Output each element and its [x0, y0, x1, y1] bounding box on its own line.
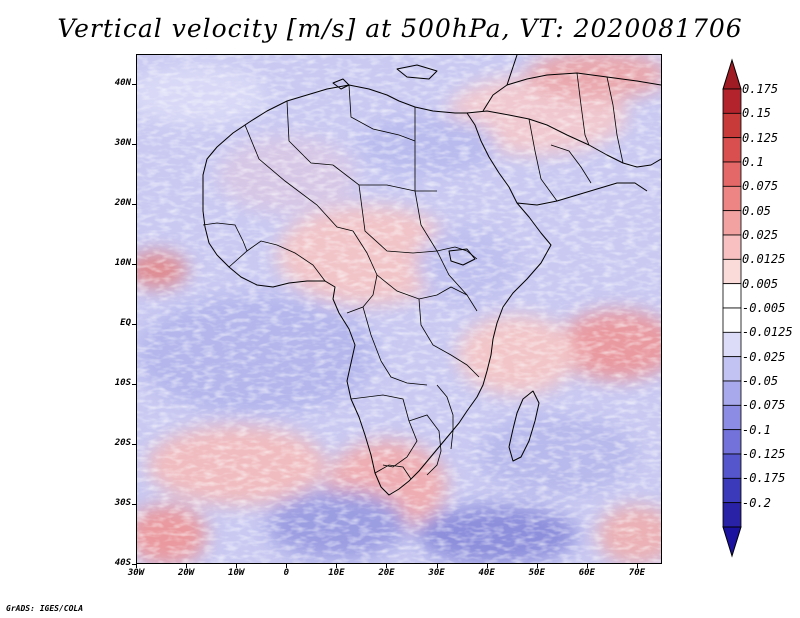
lat-tick-label: 10S: [114, 378, 131, 388]
colorbar-level-label: 0.175: [742, 82, 779, 96]
colorbar-swatch: [722, 429, 742, 455]
colorbar-swatch: [722, 380, 742, 406]
lat-tick-mark: [132, 504, 136, 505]
lon-tick-label: 30W: [127, 568, 145, 578]
lat-tick-label: 20N: [114, 198, 131, 208]
colorbar-swatch: [722, 283, 742, 309]
lon-tick-label: 30E: [428, 568, 445, 578]
lon-tick-label: 70E: [628, 568, 646, 578]
lon-tick-mark: [236, 564, 238, 568]
colorbar-swatch: [722, 404, 742, 431]
lon-tick-mark: [136, 564, 137, 568]
lat-tick-mark: [132, 564, 136, 565]
colorbar-level-label: -0.05: [742, 374, 779, 388]
map-panel: [136, 54, 662, 564]
colorbar-level-label: 0.05: [742, 203, 771, 218]
colorbar-swatch: [722, 88, 742, 114]
colorbar-level-label: -0.1: [742, 422, 771, 437]
lon-tick-mark: [486, 564, 488, 568]
colorbar-level-label: -0.175: [742, 471, 786, 486]
lat-tick-mark: [132, 84, 136, 85]
lat-tick-mark: [132, 264, 136, 265]
colorbar-swatch: [722, 307, 742, 333]
lon-tick-mark: [386, 564, 388, 568]
colorbar-level-label: -0.0125: [742, 325, 793, 340]
colorbar-level-label: 0.025: [742, 228, 779, 242]
colorbar-level-label: -0.2: [742, 495, 771, 510]
colorbar-level-label: 0.125: [742, 130, 779, 145]
colorbar-level-label: -0.075: [742, 398, 786, 413]
lon-tick-label: 10E: [328, 568, 345, 578]
lat-tick-mark: [132, 444, 136, 445]
colorbar-level-label: 0.1: [742, 155, 764, 169]
lon-tick-mark: [636, 564, 638, 568]
lat-tick-label: 30S: [114, 498, 131, 508]
lat-tick-label: 10N: [114, 258, 131, 268]
credit-label: GrADS: IGES/COLA: [6, 604, 84, 613]
lat-tick-mark: [132, 204, 136, 205]
colorbar-level-label: -0.125: [742, 447, 786, 461]
colorbar-swatch: [722, 258, 742, 285]
lat-tick-mark: [132, 324, 136, 325]
colorbar-level-label: -0.025: [742, 349, 786, 364]
lat-tick-mark: [132, 384, 136, 385]
lat-tick-label: 40S: [114, 558, 131, 568]
colorbar-swatch: [722, 502, 742, 528]
lon-tick-mark: [186, 564, 188, 568]
lon-tick-label: 60E: [578, 568, 595, 578]
lon-tick-label: 20E: [378, 568, 395, 578]
lat-tick-label: EQ: [120, 318, 131, 328]
colorbar-top-arrow: [722, 58, 742, 90]
lat-tick-label: 30N: [114, 138, 131, 148]
colorbar-swatch: [722, 112, 742, 139]
colorbar-level-label: 0.15: [742, 106, 771, 121]
colorbar-swatch: [722, 137, 742, 163]
lat-tick-label: 40N: [114, 78, 131, 88]
colorbar-swatch: [722, 185, 742, 212]
country-borders: [202, 72, 624, 480]
colorbar-swatch: [722, 210, 742, 236]
lon-tick-mark: [336, 564, 338, 568]
lat-tick-label: 20S: [114, 438, 131, 448]
lon-tick-mark: [586, 564, 588, 568]
colorbar-swatch: [722, 453, 742, 479]
lon-tick-mark: [286, 564, 288, 568]
colorbar-swatch: [722, 161, 742, 187]
colorbar-swatch: [722, 477, 742, 504]
lon-tick-mark: [436, 564, 438, 568]
colorbar-swatch: [722, 356, 742, 382]
coastlines: [202, 55, 661, 496]
lon-tick-label: 20W: [177, 568, 195, 578]
field-texture: [137, 55, 661, 563]
colorbar-swatch: [722, 331, 742, 358]
lon-tick-label: 0: [283, 568, 289, 578]
colorbar: [722, 58, 742, 558]
lon-tick-label: 50E: [528, 568, 545, 578]
colorbar-level-label: 0.005: [742, 276, 779, 291]
lon-tick-label: 40E: [478, 568, 495, 578]
colorbar-level-label: 0.0125: [742, 252, 786, 267]
map-canvas: [137, 55, 661, 563]
colorbar-level-label: -0.005: [742, 301, 786, 315]
colorbar-bottom-arrow: [722, 526, 742, 558]
chart-title: Vertical velocity [m/s] at 500hPa, VT: 2…: [57, 14, 743, 43]
colorbar-level-label: 0.075: [742, 179, 779, 194]
lon-tick-label: 10W: [228, 568, 245, 578]
colorbar-swatch: [722, 234, 742, 260]
lon-tick-mark: [536, 564, 538, 568]
lat-tick-mark: [132, 144, 136, 145]
